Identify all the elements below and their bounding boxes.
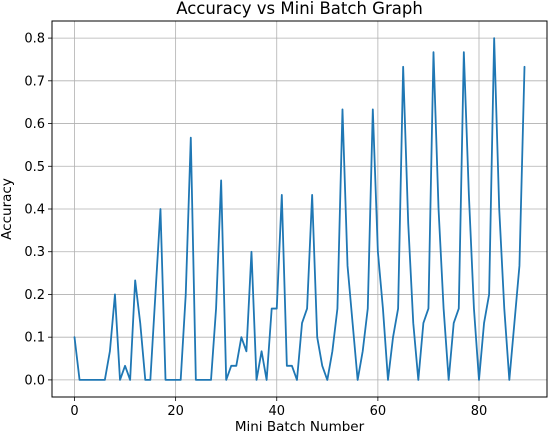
y-tick-label: 0.2 <box>24 288 45 303</box>
chart-title: Accuracy vs Mini Batch Graph <box>176 0 423 18</box>
x-tick-label: 80 <box>471 404 488 419</box>
y-tick-label: 0.6 <box>24 117 45 132</box>
x-tick-label: 60 <box>370 404 387 419</box>
y-tick-label: 0.1 <box>24 331 45 346</box>
y-tick-label: 0.8 <box>24 32 45 47</box>
x-tick-label: 20 <box>167 404 184 419</box>
y-tick-label: 0.0 <box>24 373 45 388</box>
y-tick-label: 0.3 <box>24 245 45 260</box>
y-tick-label: 0.5 <box>24 160 45 175</box>
series-layer <box>73 37 526 381</box>
accuracy-series-line <box>73 37 526 381</box>
x-tick-label: 40 <box>268 404 285 419</box>
axis-ticks: 0 20 40 60 80 0.0 0.1 0.2 0.3 0.4 0.5 0.6 0.7 0.8 <box>24 32 487 419</box>
y-axis-label: Accuracy <box>0 178 15 240</box>
y-tick-label: 0.7 <box>24 74 45 89</box>
x-axis-label: Mini Batch Number <box>235 419 365 432</box>
x-tick-label: 0 <box>70 404 78 419</box>
y-tick-label: 0.4 <box>24 203 45 218</box>
